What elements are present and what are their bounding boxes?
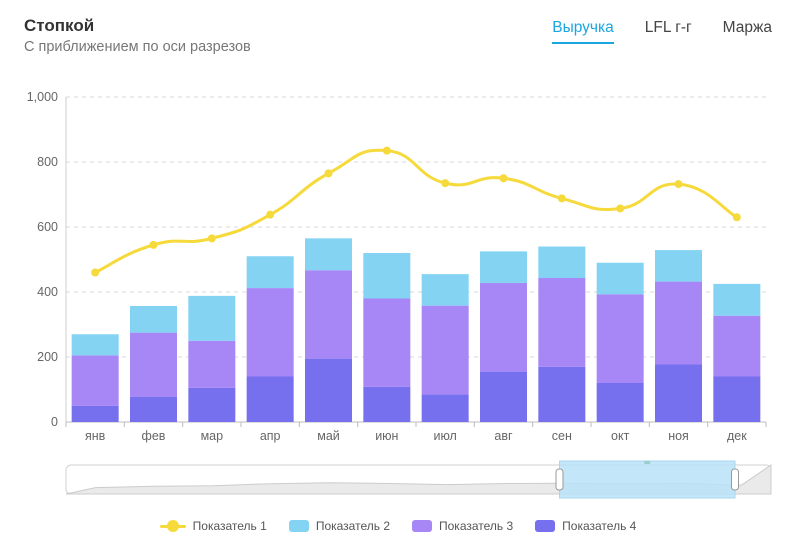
zoom-handle-right[interactable] <box>731 468 739 491</box>
bar-показатель-2-0 <box>71 334 119 356</box>
x-tick-label: янв <box>85 429 106 443</box>
chart-title: Стопкой <box>24 16 95 35</box>
legend-item-series3[interactable]: Показатель 3 <box>412 519 513 533</box>
bar-показатель-4-7 <box>480 371 527 422</box>
bar-показатель-4-2 <box>188 387 236 422</box>
legend-swatch-series4-icon <box>535 520 556 532</box>
bar-показатель-4-0 <box>71 405 119 422</box>
x-tick-label: май <box>317 429 340 443</box>
bar-показатель-2-10 <box>655 250 702 282</box>
line-point-3 <box>266 210 275 219</box>
x-tick-label: ноя <box>668 429 689 443</box>
y-tick-label: 400 <box>37 285 58 299</box>
y-tick-label: 600 <box>37 220 58 234</box>
tab-lfl[interactable]: LFL г-г <box>644 19 692 36</box>
bar-показатель-4-11 <box>713 376 761 422</box>
bar-показатель-4-10 <box>655 364 702 422</box>
bar-показатель-2-9 <box>596 262 644 295</box>
bar-показатель-4-3 <box>246 376 294 422</box>
legend-label-series1: Показатель 1 <box>192 519 267 533</box>
bar-показатель-4-5 <box>363 386 411 422</box>
legend-label-series3: Показатель 3 <box>439 519 514 533</box>
bar-показатель-3-6 <box>421 305 469 395</box>
x-tick-label: июл <box>433 429 456 443</box>
legend-line-marker-icon <box>159 520 186 532</box>
x-tick-label: сен <box>552 429 572 443</box>
zoom-handle-left[interactable] <box>555 468 564 491</box>
x-tick-label: авг <box>494 429 513 443</box>
y-tick-label: 1,000 <box>27 90 58 104</box>
bar-показатель-3-9 <box>596 294 644 383</box>
legend-swatch-series3-icon <box>412 520 432 532</box>
y-tick-label: 200 <box>37 350 58 364</box>
line-point-9 <box>616 204 625 213</box>
line-point-8 <box>557 194 566 203</box>
line-point-7 <box>499 174 508 183</box>
line-point-4 <box>324 169 333 178</box>
bar-показатель-2-7 <box>480 251 527 283</box>
zoom-drag-grip-icon <box>644 461 651 464</box>
bar-показатель-3-4 <box>305 270 352 359</box>
bar-показатель-4-9 <box>596 383 644 422</box>
x-tick-label: июн <box>375 429 398 443</box>
chart-subtitle: С приближением по оси разрезов <box>24 39 251 55</box>
bar-показатель-2-1 <box>130 305 177 333</box>
bar-показатель-2-11 <box>713 283 761 316</box>
zoom-selection-window[interactable] <box>559 460 736 499</box>
legend-item-series2[interactable]: Показатель 2 <box>288 519 390 533</box>
bar-показатель-3-1 <box>130 332 177 397</box>
x-tick-label: окт <box>611 429 630 443</box>
x-tick-label: дек <box>727 429 747 443</box>
line-series-1 <box>94 148 738 274</box>
line-point-10 <box>674 180 683 189</box>
line-point-1 <box>149 240 158 249</box>
legend-item-series4[interactable]: Показатель 4 <box>535 519 636 533</box>
bar-показатель-3-0 <box>71 355 119 406</box>
line-point-11 <box>732 213 741 222</box>
bar-показатель-4-6 <box>421 394 469 422</box>
metric-tabs: Выручка LFL г-г Маржа <box>552 19 772 44</box>
chart-legend: Показатель 1 Показатель 2 Показатель 3 П… <box>0 519 796 533</box>
bar-показатель-3-7 <box>480 282 527 372</box>
legend-swatch-series2-icon <box>288 520 309 532</box>
bar-показатель-3-3 <box>246 288 294 377</box>
bar-показатель-3-11 <box>713 315 761 377</box>
x-tick-label: мар <box>201 429 224 443</box>
legend-label-series2: Показатель 2 <box>315 519 390 533</box>
bar-показатель-3-8 <box>538 278 586 367</box>
y-tick-label: 800 <box>37 155 58 169</box>
y-tick-label: 0 <box>51 415 58 429</box>
x-tick-label: фев <box>142 429 166 443</box>
bar-показатель-4-8 <box>538 366 586 422</box>
bar-показатель-2-2 <box>188 295 236 341</box>
bar-показатель-3-5 <box>363 298 411 387</box>
bar-показатель-4-4 <box>305 358 352 422</box>
bar-показатель-2-8 <box>538 246 586 279</box>
bar-показатель-3-10 <box>655 281 702 365</box>
bar-показатель-2-4 <box>305 238 352 271</box>
tab-revenue[interactable]: Выручка <box>552 19 614 44</box>
bar-показатель-4-1 <box>130 396 177 422</box>
line-point-0 <box>91 268 100 277</box>
legend-item-series1[interactable]: Показатель 1 <box>159 519 267 533</box>
line-point-6 <box>441 179 450 188</box>
line-point-2 <box>207 234 216 243</box>
tab-margin[interactable]: Маржа <box>722 19 772 36</box>
bar-показатель-2-3 <box>246 256 294 289</box>
x-tick-label: апр <box>260 429 281 443</box>
bar-показатель-2-6 <box>421 274 469 306</box>
legend-label-series4: Показатель 4 <box>562 519 637 533</box>
line-point-5 <box>382 146 391 155</box>
bar-показатель-2-5 <box>363 253 411 299</box>
bar-показатель-3-2 <box>188 340 236 388</box>
